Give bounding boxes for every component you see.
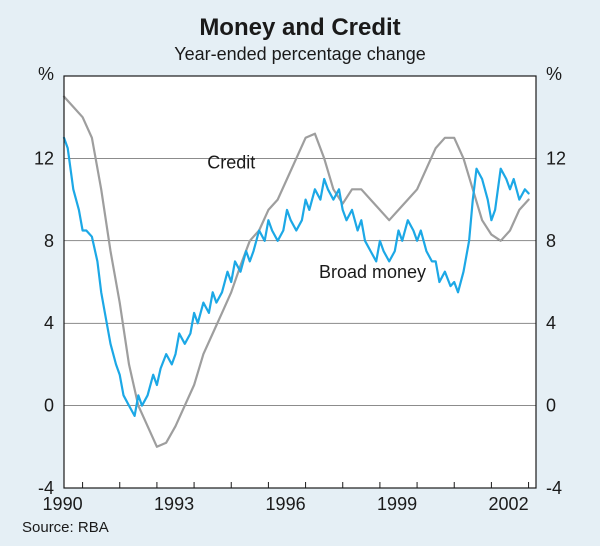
x-tick: 2002 (489, 494, 529, 514)
y-tick-right: 4 (546, 313, 556, 333)
x-tick: 1993 (154, 494, 194, 514)
y-unit-right: % (546, 64, 562, 84)
y-tick-right: 12 (546, 148, 566, 168)
source-note: Source: RBA (22, 519, 109, 536)
y-tick-left: 8 (44, 231, 54, 251)
y-tick-right: 8 (546, 231, 556, 251)
y-tick-right: -4 (546, 478, 562, 498)
y-unit-left: % (38, 64, 54, 84)
x-tick: 1999 (377, 494, 417, 514)
series-label-broad-money: Broad money (319, 262, 426, 282)
chart-plot: -4-40044881212%%19901993199619992002Cred… (0, 0, 600, 546)
series-label-credit: Credit (207, 153, 255, 173)
x-tick: 1996 (266, 494, 306, 514)
x-tick: 1990 (43, 494, 83, 514)
y-tick-left: 4 (44, 313, 54, 333)
chart-container: Money and Credit Year-ended percentage c… (0, 0, 600, 546)
y-tick-left: 0 (44, 396, 54, 416)
y-tick-left: 12 (34, 148, 54, 168)
y-tick-right: 0 (546, 396, 556, 416)
